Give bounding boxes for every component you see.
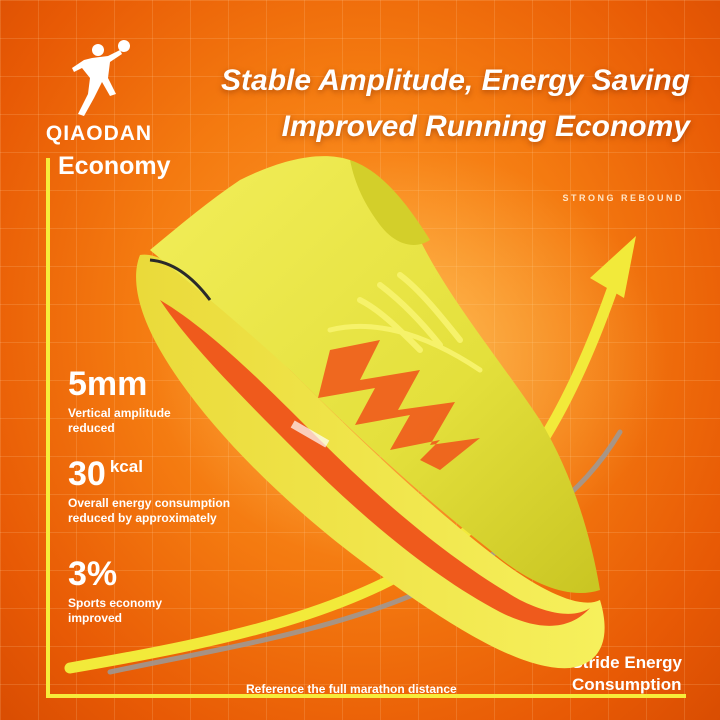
x-axis-label: Stride Energy Consumption <box>571 652 682 696</box>
stat-description: Sports economy improved <box>68 596 162 626</box>
jumping-player-icon <box>72 40 130 116</box>
stat-description-line-2: improved <box>68 611 123 625</box>
stat-description-line-1: Vertical amplitude <box>68 406 171 420</box>
stat-description: Overall energy consumption reduced by ap… <box>68 496 230 526</box>
stat-energy-consumption: 30 kcal Overall energy consumption reduce… <box>68 456 230 526</box>
tagline: STRONG REBOUND <box>562 193 684 203</box>
stat-vertical-amplitude: 5mm Vertical amplitude reduced <box>68 366 171 436</box>
headline-line-2: Improved Running Economy <box>281 110 690 143</box>
reference-note: Reference the full marathon distance <box>246 682 457 696</box>
stat-value: 3% <box>68 555 118 593</box>
x-axis-line <box>46 694 686 698</box>
brand-name: QIAODAN <box>45 122 153 145</box>
brand-logo: QIAODAN <box>34 38 164 146</box>
stat-description-line-2: reduced <box>68 421 115 435</box>
stat-sports-economy: 3% Sports economy improved <box>68 556 162 626</box>
stat-description-line-1: Overall energy consumption <box>68 496 231 510</box>
headline: Stable Amplitude, Energy Saving Improved… <box>221 58 690 150</box>
stat-value: 30 <box>68 455 106 493</box>
stat-description-line-1: Sports economy <box>68 596 163 610</box>
x-axis-label-line-1: Stride Energy <box>571 653 682 672</box>
x-axis-label-line-2: Consumption <box>571 675 682 694</box>
stat-description-line-2: reduced by approximately <box>68 511 217 525</box>
stat-unit: kcal <box>109 457 143 476</box>
stat-description: Vertical amplitude reduced <box>68 406 171 436</box>
headline-line-1: Stable Amplitude, Energy Saving <box>221 64 690 97</box>
y-axis-line <box>46 158 50 698</box>
stat-value: 5mm <box>68 365 148 403</box>
y-axis-label: Economy <box>58 152 171 180</box>
yellow-arrow-head <box>590 236 636 298</box>
